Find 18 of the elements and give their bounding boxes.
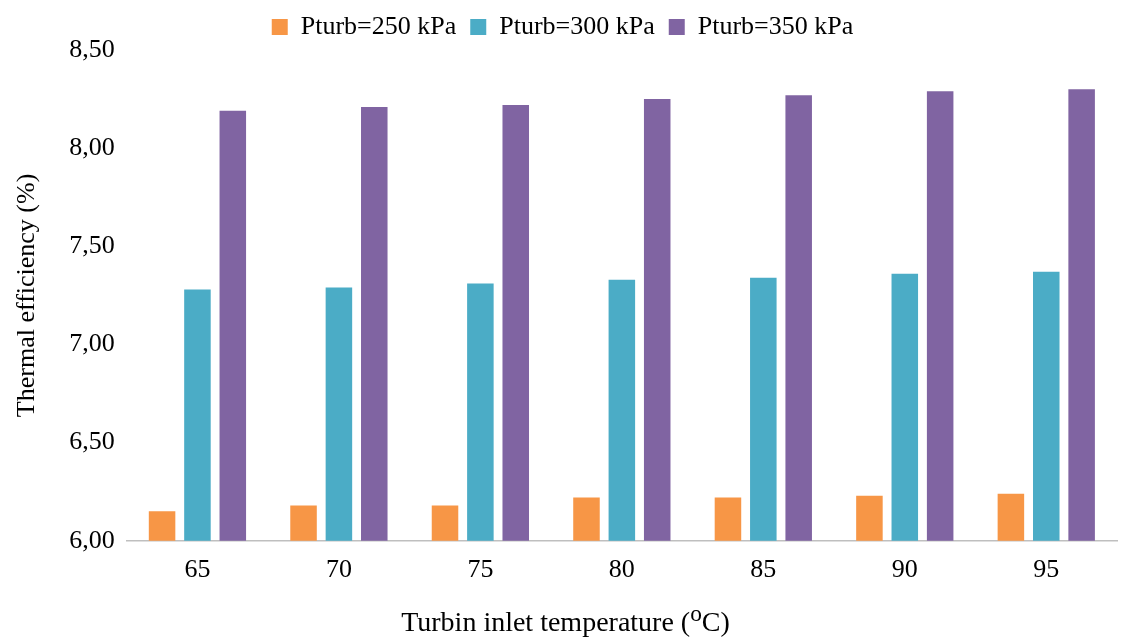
- y-tick-label: 7,00: [69, 328, 115, 358]
- x-tick-label: 75: [467, 554, 494, 584]
- x-tick-label: 70: [325, 554, 352, 584]
- x-tick-label: 65: [184, 554, 211, 584]
- y-tick-label: 6,00: [69, 524, 115, 554]
- y-tick-label: 8,50: [69, 33, 115, 63]
- x-tick-label: 95: [1033, 554, 1060, 584]
- x-tick-label: 85: [750, 554, 777, 584]
- x-tick-label: 90: [891, 554, 918, 584]
- legend-label: Pturb=300 kPa: [499, 10, 656, 40]
- legend-label: Pturb=250 kPa: [300, 10, 457, 40]
- legend-label: Pturb=350 kPa: [697, 10, 854, 40]
- y-axis-title: Thermal efficiency (%): [11, 173, 41, 418]
- x-tick-label: 80: [608, 554, 635, 584]
- x-axis-title: Turbin inlet temperature ($^{o}$C): [400, 600, 731, 639]
- y-tick-label: 8,00: [69, 131, 115, 161]
- y-tick-label: 7,50: [69, 230, 115, 260]
- y-tick-label: 6,50: [69, 426, 115, 456]
